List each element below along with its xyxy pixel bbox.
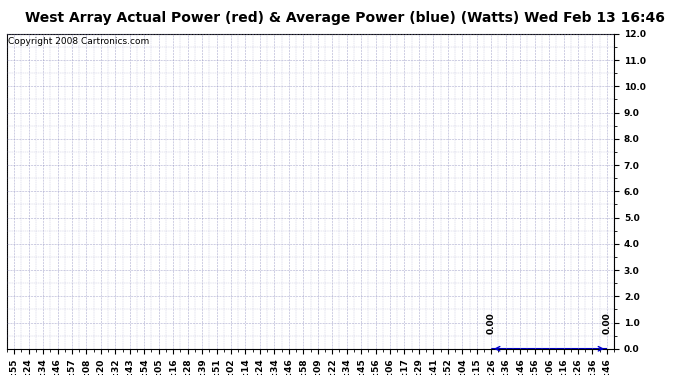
Text: 0.00: 0.00 bbox=[602, 313, 611, 334]
Text: 0.00: 0.00 bbox=[486, 313, 495, 334]
Text: Copyright 2008 Cartronics.com: Copyright 2008 Cartronics.com bbox=[8, 37, 149, 46]
Text: West Array Actual Power (red) & Average Power (blue) (Watts) Wed Feb 13 16:46: West Array Actual Power (red) & Average … bbox=[25, 11, 665, 25]
